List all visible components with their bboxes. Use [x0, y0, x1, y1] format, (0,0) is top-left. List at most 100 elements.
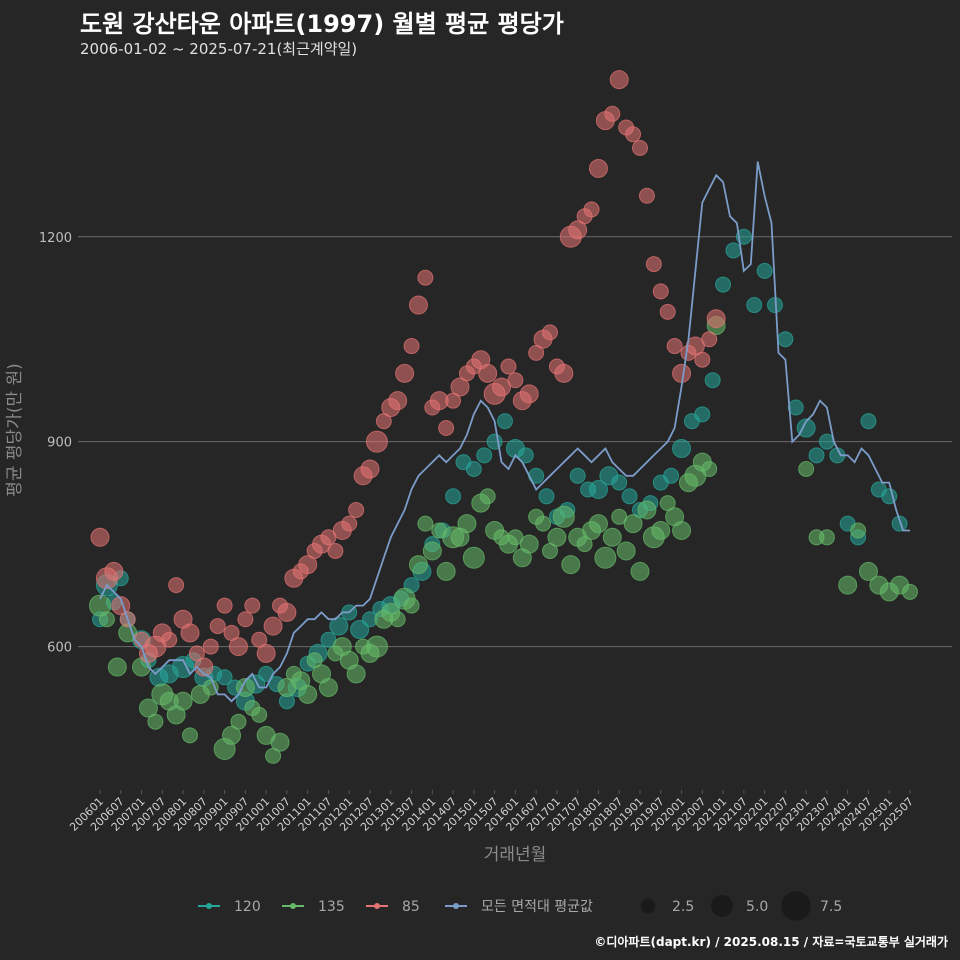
data-point-85 [672, 363, 692, 383]
data-point-85 [609, 70, 629, 90]
data-point-85 [408, 295, 428, 315]
data-point-85 [450, 377, 470, 397]
data-point-135 [552, 505, 575, 528]
data-point-120 [569, 467, 586, 484]
data-point-135 [858, 561, 878, 581]
data-point-85 [180, 623, 200, 643]
data-point-135 [588, 514, 608, 534]
size-legend-item: 2.5 [640, 898, 694, 915]
legend-marker [206, 903, 212, 909]
data-point-135 [616, 541, 636, 561]
data-point-135 [798, 460, 815, 477]
data-point-85 [244, 597, 261, 614]
legend-label: 모든 면적대 평균값 [481, 899, 593, 915]
data-point-120 [704, 372, 721, 389]
data-point-85 [588, 158, 608, 178]
legend-marker [374, 903, 380, 909]
data-point-135 [270, 732, 290, 752]
data-point-85 [478, 363, 498, 383]
data-point-135 [202, 679, 219, 696]
data-point-135 [138, 698, 158, 718]
data-point-135 [98, 611, 115, 628]
data-point-85 [168, 577, 185, 594]
data-point-135 [561, 555, 581, 575]
data-point-85 [277, 602, 297, 622]
y-tick-label: 1200 [39, 231, 72, 246]
data-point-135 [230, 713, 247, 730]
data-point-85 [519, 384, 539, 404]
data-point-85 [417, 269, 434, 286]
legend: 120 135 85 모든 면적대 평균값 2.5 5.0 7.5 [198, 891, 842, 921]
data-point-85 [104, 561, 124, 581]
data-point-120 [891, 515, 908, 532]
data-point-85 [632, 139, 648, 156]
data-point-135 [251, 706, 268, 723]
data-point-85 [625, 126, 642, 143]
data-point-85 [263, 616, 283, 636]
data-point-135 [318, 678, 338, 698]
data-point-85 [228, 637, 248, 657]
legend-marker [453, 903, 459, 909]
data-point-85 [256, 643, 276, 663]
data-point-120 [329, 616, 349, 636]
average-line [99, 161, 910, 703]
data-point-85 [298, 555, 318, 575]
y-axis-ticks: 600 900 1200 [39, 231, 72, 656]
data-point-135 [479, 488, 496, 505]
data-point-120 [588, 479, 608, 499]
size-legend-label: 2.5 [672, 899, 694, 915]
data-point-135 [147, 713, 164, 730]
data-point-135 [651, 520, 671, 540]
x-axis-title: 거래년월 [484, 845, 547, 865]
data-point-135 [519, 534, 539, 554]
data-point-120 [663, 467, 680, 484]
data-point-135 [838, 575, 858, 595]
data-point-135 [403, 597, 420, 614]
data-point-85 [542, 324, 558, 341]
data-point-85 [388, 391, 408, 411]
size-legend-circle [640, 898, 656, 914]
data-point-85 [659, 303, 676, 320]
data-point-120 [725, 242, 742, 259]
data-point-85 [694, 351, 711, 368]
average-line-group [99, 161, 910, 703]
data-point-120 [672, 438, 692, 458]
data-point-85 [638, 187, 655, 204]
source-caption: ©디아파트(dapt.kr) / 2025.08.15 / 자료=국토교통부 실… [594, 935, 948, 949]
data-point-135 [422, 541, 442, 561]
data-point-85 [161, 631, 178, 648]
data-point-135 [222, 725, 242, 745]
size-legend-item: 5.0 [711, 895, 768, 917]
data-point-120 [777, 331, 794, 348]
data-point-85 [685, 336, 705, 356]
data-point-85 [652, 283, 669, 300]
data-point-135 [850, 522, 867, 539]
data-point-120 [787, 399, 804, 416]
data-point-85 [438, 420, 455, 436]
size-legend-label: 7.5 [820, 899, 842, 915]
data-point-135 [365, 635, 388, 658]
data-point-135 [623, 514, 643, 534]
data-point-120 [715, 276, 732, 293]
data-point-120 [497, 413, 513, 430]
data-point-85 [403, 338, 420, 355]
chart-subtitle: 2006-01-02 ~ 2025-07-21(최근계약일) [80, 40, 358, 58]
data-point-135 [235, 678, 255, 698]
data-point-135 [630, 561, 650, 581]
legend-label: 135 [318, 899, 345, 915]
legend-item-120: 120 [198, 899, 261, 915]
data-point-85 [341, 515, 358, 532]
data-point-135 [535, 515, 552, 532]
data-point-85 [365, 430, 388, 453]
data-point-135 [107, 657, 127, 677]
data-point-120 [445, 488, 462, 505]
y-axis-title: 평균 평당가(만 원) [5, 363, 25, 497]
data-point-85 [209, 618, 226, 635]
data-point-85 [395, 363, 415, 383]
data-point-85 [507, 372, 524, 389]
data-point-135 [408, 555, 428, 575]
size-legend-item: 7.5 [781, 891, 842, 921]
data-point-135 [389, 611, 406, 628]
data-point-135 [417, 515, 434, 532]
data-point-120 [517, 447, 534, 464]
